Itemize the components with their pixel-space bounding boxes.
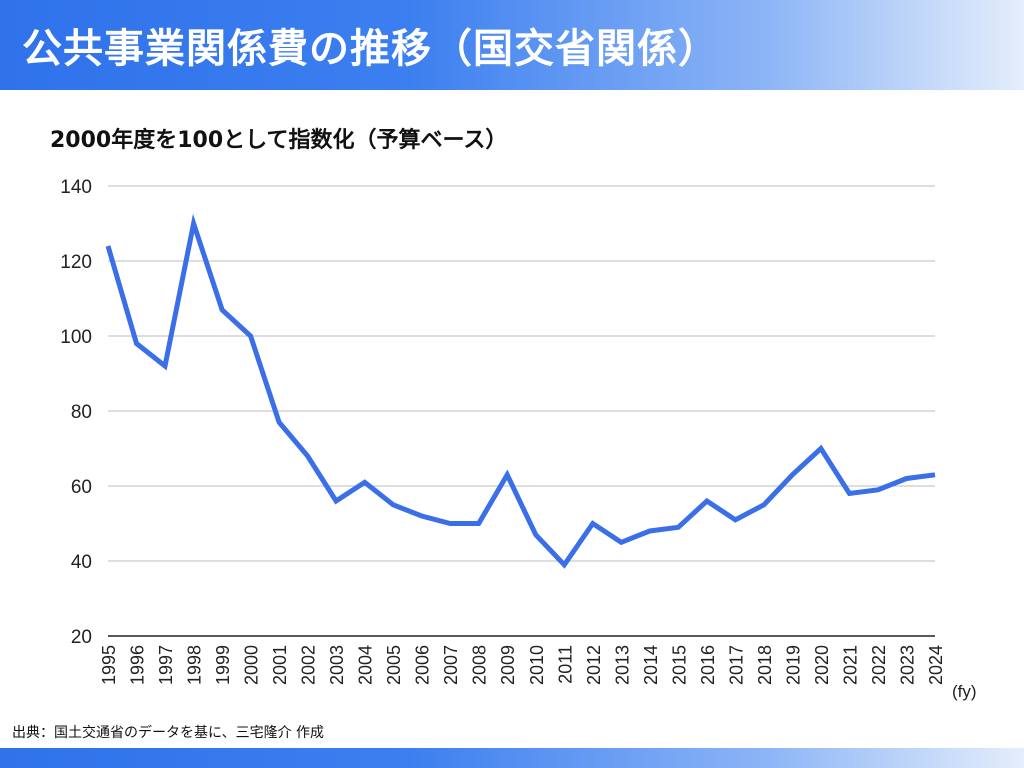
- y-tick-label: 60: [71, 477, 92, 498]
- y-tick-label: 20: [71, 627, 92, 648]
- series-line: [105, 213, 936, 569]
- y-tick-label: 40: [71, 552, 92, 573]
- x-tick-label: 2002: [299, 645, 319, 685]
- x-tick-label: 1996: [128, 645, 148, 685]
- x-tick-label: 2024: [926, 645, 946, 685]
- x-tick-label: 2011: [555, 645, 575, 684]
- x-tick-label: 2004: [356, 645, 376, 685]
- grid-lines: [108, 185, 935, 637]
- x-tick-label: 2012: [584, 645, 604, 685]
- chart-subtitle: 2000年度を100として指数化（予算ベース）: [50, 128, 508, 153]
- x-tick-label: 2008: [470, 645, 490, 685]
- x-tick-label: 2023: [897, 645, 917, 685]
- x-tick-label: 2005: [384, 645, 404, 685]
- y-axis-ticks: 20 40 60 80 100 120 140: [60, 177, 92, 648]
- x-tick-label: 2015: [669, 645, 689, 685]
- x-tick-label: 1998: [185, 645, 205, 685]
- x-tick-label: 2019: [783, 645, 803, 685]
- x-tick-label: 2013: [612, 645, 632, 685]
- title-bar: 公共事業関係費の推移（国交省関係）: [0, 0, 1024, 90]
- x-tick-label: 2009: [498, 645, 518, 685]
- y-tick-label: 140: [60, 177, 92, 198]
- x-tick-label: 2003: [327, 645, 347, 685]
- x-tick-label: 2006: [413, 645, 433, 685]
- source-note: 出典：国土交通省のデータを基に、三宅隆介 作成: [12, 725, 325, 741]
- x-tick-label: 2014: [641, 645, 661, 685]
- x-tick-label: 2018: [755, 645, 775, 685]
- x-tick-label: 1999: [213, 645, 233, 685]
- x-axis-label: (fy): [952, 682, 977, 701]
- page-title: 公共事業関係費の推移（国交省関係）: [22, 26, 719, 72]
- x-tick-label: 2022: [869, 645, 889, 685]
- x-axis-ticks: 1995 1996 1997 1998 1999 2000 2001 2002 2003 2004…: [99, 645, 946, 685]
- x-tick-label: 2001: [270, 645, 290, 685]
- x-tick-label: 2020: [812, 645, 832, 685]
- y-tick-label: 100: [60, 327, 92, 348]
- x-tick-label: 2016: [698, 645, 718, 685]
- y-tick-label: 120: [60, 252, 92, 273]
- y-tick-label: 80: [71, 402, 92, 423]
- x-tick-label: 2010: [527, 645, 547, 685]
- series-lines: [105, 213, 936, 569]
- x-tick-label: 2007: [441, 645, 461, 685]
- x-tick-label: 1997: [156, 645, 176, 685]
- bottom-bar: [0, 748, 1024, 768]
- x-tick-label: 2017: [726, 645, 746, 685]
- x-tick-label: 2000: [242, 645, 262, 685]
- x-tick-label: 2021: [840, 645, 860, 685]
- x-tick-label: 1995: [99, 645, 119, 685]
